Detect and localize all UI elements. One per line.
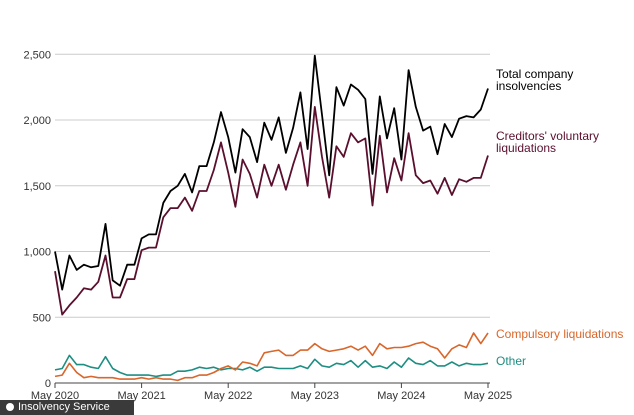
series-label-line: Other — [496, 354, 526, 368]
series-label-line: Total company — [496, 67, 573, 81]
series-line-other — [54, 354, 489, 378]
y-tick-label: 500 — [33, 312, 51, 324]
y-tick-label: 2,000 — [23, 115, 51, 127]
series-line-compulsory-liquidations — [54, 332, 489, 382]
source-text: Insolvency Service — [6, 401, 110, 413]
series-label: Total company insolvencies — [496, 67, 573, 93]
series-label-line: liquidations — [496, 141, 556, 155]
source-badge: Insolvency Service — [0, 400, 134, 415]
series-line-creditors-voluntary-liquidations — [54, 106, 489, 316]
grid-lines — [55, 53, 490, 384]
y-tick-label: 1,500 — [23, 181, 51, 193]
x-tick-label: May 2022 — [204, 390, 252, 402]
series-label-line: Compulsory liquidations — [496, 327, 623, 341]
series-label: Other — [496, 354, 526, 368]
series-labels: Total company insolvencies Creditors' volu… — [496, 67, 623, 368]
series-label-line: insolvencies — [496, 79, 561, 93]
y-axis: 0 500 1,000 1,500 2,000 2,500 — [23, 49, 51, 390]
x-tick-label: May 2025 — [464, 390, 512, 402]
y-tick-label: 0 — [45, 378, 51, 390]
source-label: Insolvency Service — [18, 401, 110, 413]
x-tick-label: May 2020 — [31, 390, 79, 402]
x-tick-label: May 2023 — [291, 390, 339, 402]
insolvency-service-logo-icon — [6, 403, 14, 411]
x-axis: May 2020 May 2021 May 2022 May 2023 May 2024… — [31, 383, 512, 402]
y-tick-label: 2,500 — [23, 49, 51, 61]
series-lines — [54, 54, 489, 382]
series-line-total-company-insolvencies — [54, 54, 489, 291]
series-label: Compulsory liquidations — [496, 327, 623, 341]
y-tick-label: 1,000 — [23, 247, 51, 259]
series-label-line: Creditors' voluntary — [496, 129, 599, 143]
x-tick-label: May 2021 — [117, 390, 165, 402]
x-tick-label: May 2024 — [377, 390, 425, 402]
series-label: Creditors' voluntary liquidations — [496, 129, 599, 155]
